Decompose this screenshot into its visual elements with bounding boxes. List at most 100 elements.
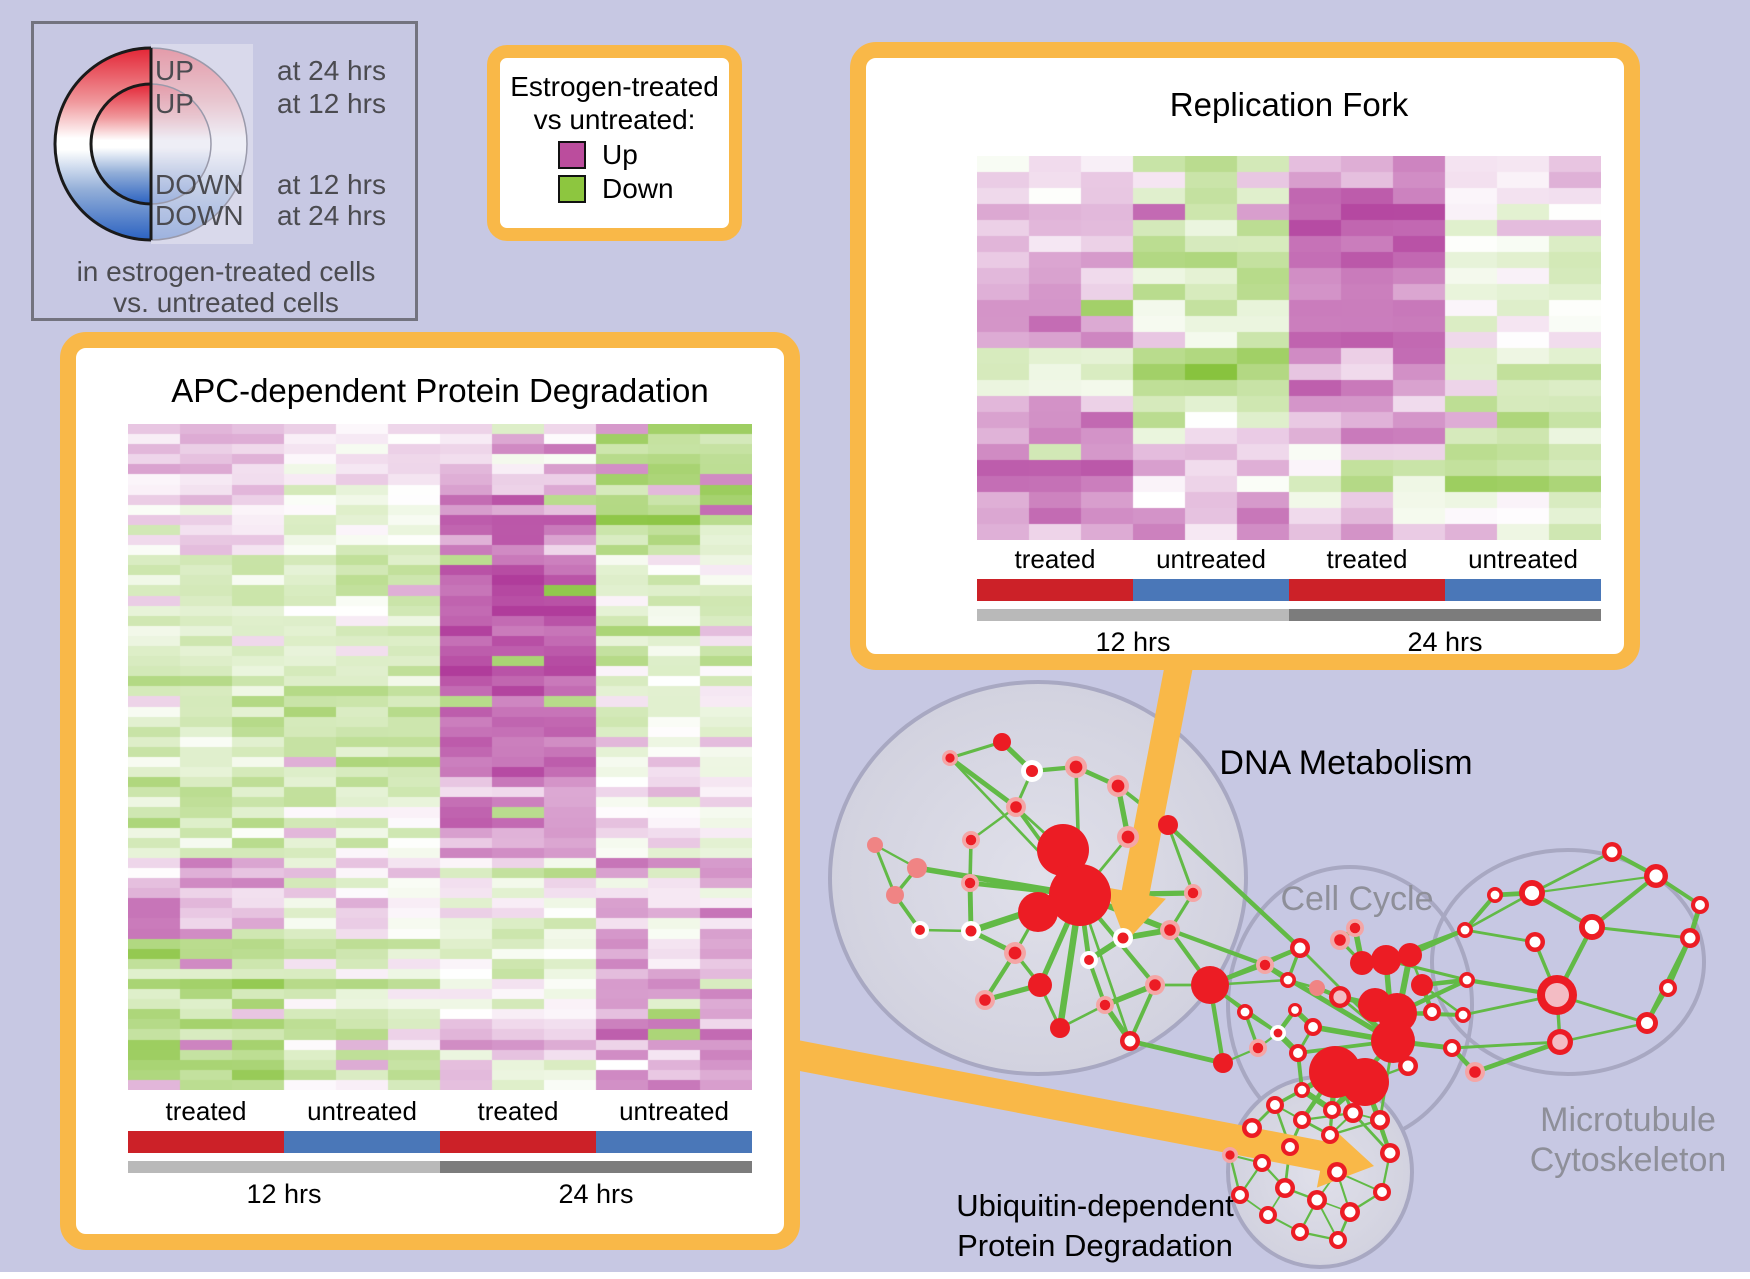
untreated-bar xyxy=(284,1131,440,1153)
gene-node-pr xyxy=(1249,1039,1267,1057)
time-bar-24hrs xyxy=(1289,609,1601,621)
down-24-time: at 24 hrs xyxy=(277,200,386,231)
group-label: treated xyxy=(1014,544,1096,574)
rf-time-bars xyxy=(977,609,1601,621)
network-edge xyxy=(1474,1039,1561,1075)
up-24-dir: UP xyxy=(155,55,194,86)
gene-node-r xyxy=(1457,922,1473,938)
up-24-time: at 24 hrs xyxy=(277,55,386,86)
gene-node-r xyxy=(1307,1190,1327,1210)
gene-node-r xyxy=(1373,1183,1391,1201)
rf-time-labels: 12 hrs 24 hrs xyxy=(977,627,1601,658)
gene-node-bp xyxy=(1329,986,1351,1008)
concentric-updown-circles xyxy=(53,44,253,244)
microtubule-line1: Microtubule xyxy=(1540,1101,1716,1139)
group-label: untreated xyxy=(1468,544,1578,574)
gene-node-r xyxy=(1519,880,1545,906)
gene-node-r xyxy=(1321,1126,1339,1144)
gene-node-r xyxy=(1242,1118,1262,1138)
gene-node-p xyxy=(907,858,927,878)
network-edge xyxy=(948,756,1018,809)
gene-node-r xyxy=(1237,1004,1253,1020)
gene-node-r xyxy=(1487,887,1503,903)
up-label: Up xyxy=(602,139,638,170)
cluster-ellipse-2 xyxy=(1430,848,1706,1076)
down-12-time: at 12 hrs xyxy=(277,169,386,200)
time-bar-12hrs xyxy=(977,609,1289,621)
gene-node-r xyxy=(1266,1096,1284,1114)
network-edge xyxy=(1129,1038,1224,1066)
gene-node-wr xyxy=(1080,951,1098,969)
gene-node-r xyxy=(1323,1101,1341,1119)
group-label: untreated xyxy=(1156,544,1266,574)
gene-node-s xyxy=(1028,973,1052,997)
gene-node-pr xyxy=(1346,919,1364,937)
gene-node-r xyxy=(1291,1223,1309,1241)
gene-node-wr xyxy=(1113,928,1133,948)
gene-node-s xyxy=(1049,864,1111,926)
apc-time-bars xyxy=(128,1161,752,1173)
gene-node-s xyxy=(1371,945,1401,975)
network-edge xyxy=(1531,874,1657,895)
gene-node-pr xyxy=(1107,775,1129,797)
ubiquitin-line2: Protein Degradation xyxy=(957,1228,1233,1263)
gene-node-r xyxy=(1293,1111,1311,1129)
gene-node-r xyxy=(1423,1003,1441,1021)
apc-time-labels: 12 hrs 24 hrs xyxy=(128,1179,752,1210)
apc-group-labels: treated untreated treated untreated xyxy=(128,1096,752,1127)
network-edge xyxy=(1166,824,1195,894)
down-12-dir: DOWN xyxy=(155,169,244,200)
gene-node-pr xyxy=(1117,826,1139,848)
up-12-time: at 12 hrs xyxy=(277,88,386,119)
rf-group-labels: treated untreated treated untreated xyxy=(977,544,1601,575)
time-label-24hrs: 24 hrs xyxy=(558,1179,634,1209)
legend-item-down: Down xyxy=(558,173,729,204)
group-label: treated xyxy=(165,1096,247,1126)
gene-node-s xyxy=(1371,1019,1415,1063)
gene-node-r xyxy=(1304,1018,1322,1036)
gene-node-r xyxy=(1231,1186,1249,1204)
network-edge xyxy=(1451,1040,1561,1050)
gene-node-r xyxy=(1120,1031,1140,1051)
untreated-bar xyxy=(1445,579,1601,601)
gradient-legend-text: UP at 24 hrs UP at 12 hrs DOWN at 12 hrs… xyxy=(77,55,386,318)
gene-node-p xyxy=(886,886,904,904)
estrogen-legend-box: Estrogen-treated vs untreated: Up Down xyxy=(487,45,742,241)
gene-node-r xyxy=(1343,1103,1363,1123)
down-label: Down xyxy=(602,173,674,204)
gene-node-pr xyxy=(1145,975,1165,995)
network-edge xyxy=(949,740,1003,760)
down-24-dir: DOWN xyxy=(155,200,244,231)
gene-node-r xyxy=(1281,1138,1299,1156)
gene-node-r xyxy=(1294,1082,1310,1098)
cluster-label-ubiquitin: Ubiquitin-dependent Protein Degradation xyxy=(956,1186,1234,1266)
gene-node-r xyxy=(1398,1056,1418,1076)
up-color-swatch xyxy=(558,141,586,169)
time-label-12hrs: 12 hrs xyxy=(246,1179,322,1209)
time-label-24hrs: 24 hrs xyxy=(1407,627,1483,657)
gene-node-r xyxy=(1288,1003,1302,1017)
gene-node-r xyxy=(1644,864,1668,888)
gene-node-r xyxy=(1636,1012,1658,1034)
cluster-ellipse-0 xyxy=(828,680,1248,1076)
gene-node-r xyxy=(1253,1154,1271,1172)
gene-node-r xyxy=(1602,842,1622,862)
gene-node-pr xyxy=(1096,996,1114,1014)
gene-node-r xyxy=(1380,1143,1400,1163)
gene-node-r xyxy=(1579,914,1605,940)
gene-node-s xyxy=(1037,824,1089,876)
gene-node-s xyxy=(1309,1046,1361,1098)
gene-node-s xyxy=(1050,1018,1070,1038)
gene-node-pr xyxy=(1222,1147,1238,1163)
gene-node-pr xyxy=(1330,930,1350,950)
gene-node-s xyxy=(1191,966,1229,1004)
gene-node-wr xyxy=(911,921,929,939)
gene-node-s xyxy=(1350,951,1374,975)
cluster-label-dna-metabolism: DNA Metabolism xyxy=(1219,744,1473,782)
gene-node-wr xyxy=(961,921,981,941)
gene-node-r xyxy=(1525,932,1545,952)
gene-node-r xyxy=(1459,972,1475,988)
gene-node-r xyxy=(1443,1039,1461,1057)
network-edge xyxy=(1128,984,1157,1042)
network-edge xyxy=(1559,1021,1648,1044)
